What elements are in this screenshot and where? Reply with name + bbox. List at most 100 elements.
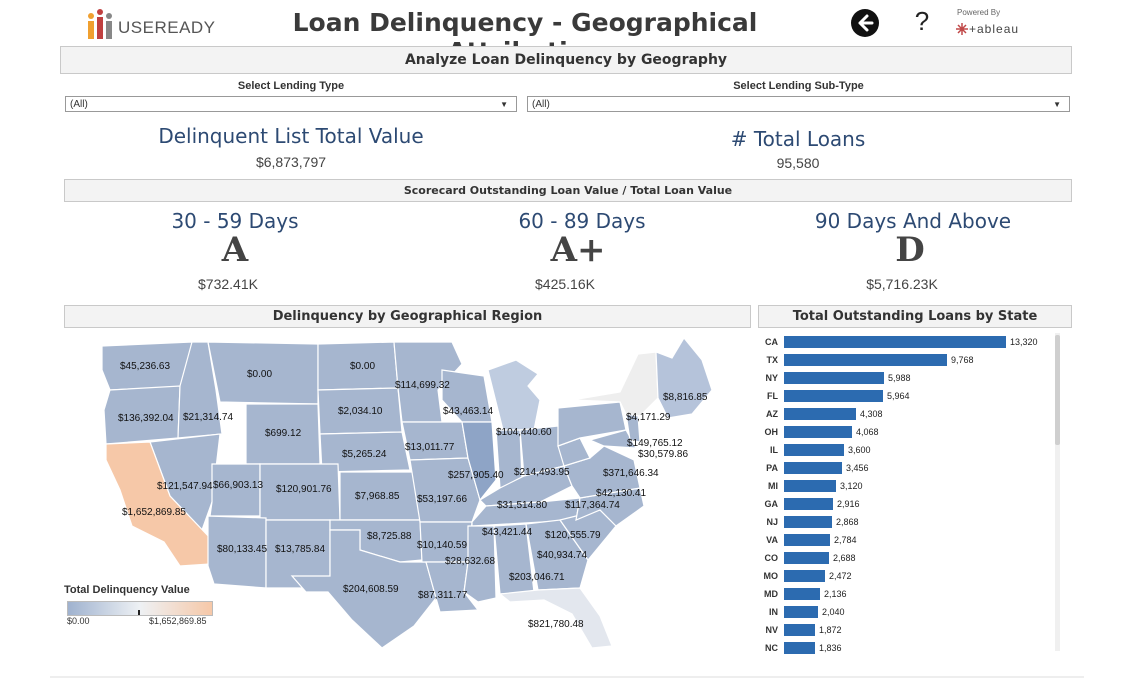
total-loans-title: # Total Loans <box>730 127 866 151</box>
state-bar[interactable] <box>784 444 844 456</box>
state-bar[interactable] <box>784 354 947 366</box>
delinquent-total-value: $6,873,797 <box>255 154 327 170</box>
map-label: $8,816.85 <box>663 392 708 403</box>
state-bar[interactable] <box>784 480 836 492</box>
map-label: $204,608.59 <box>343 584 399 595</box>
dropdown-arrow-icon: ▼ <box>1053 100 1061 109</box>
state-ca[interactable] <box>105 441 213 567</box>
state-value-label: 3,600 <box>848 445 871 455</box>
state-bar[interactable] <box>784 642 815 654</box>
state-bar[interactable] <box>784 570 825 582</box>
state-new-england[interactable] <box>655 336 713 419</box>
state-mn[interactable] <box>393 341 463 423</box>
bucket-60-89-label: 60 - 89 Days <box>518 209 646 233</box>
help-button[interactable]: ? <box>914 6 930 36</box>
state-abbr-label: CO <box>764 553 779 563</box>
back-button[interactable] <box>851 9 879 37</box>
state-bar[interactable] <box>784 336 1006 348</box>
legend-marker <box>138 610 140 615</box>
state-bar[interactable] <box>784 516 832 528</box>
state-ia[interactable] <box>401 421 469 461</box>
powered-by-tableau: Powered By +ableau <box>955 8 1035 42</box>
lending-type-label: Select Lending Type <box>237 80 345 92</box>
state-value-label: 5,988 <box>888 373 911 383</box>
map-label: $45,236.63 <box>120 361 170 372</box>
map-label: $0.00 <box>350 361 375 372</box>
state-or[interactable] <box>103 385 181 445</box>
legend-max-label: $1,652,869.85 <box>149 616 207 626</box>
state-abbr-label: MO <box>763 571 779 581</box>
state-value-label: 2,040 <box>822 607 845 617</box>
state-bar[interactable] <box>784 534 830 546</box>
state-value-label: 9,768 <box>951 355 974 365</box>
bucket-30-59-grade: A <box>221 230 249 270</box>
state-ne[interactable] <box>319 431 411 473</box>
map-label: $699.12 <box>265 428 302 439</box>
map-label: $40,934.74 <box>537 550 587 561</box>
state-md[interactable] <box>588 429 638 449</box>
us-choropleth-map[interactable]: $45,236.63 $0.00 $0.00 $114,699.32 $8,81… <box>60 330 750 652</box>
map-label: $114,699.32 <box>395 380 450 391</box>
state-abbr-label: MI <box>768 481 778 491</box>
state-bar[interactable] <box>784 462 842 474</box>
state-abbr-label: VA <box>766 535 778 545</box>
bucket-90-plus-grade: D <box>895 230 925 270</box>
state-az[interactable] <box>207 515 267 589</box>
lending-type-value: (All) <box>70 99 88 110</box>
state-ut[interactable] <box>209 463 261 517</box>
map-label: $66,903.13 <box>213 480 263 491</box>
map-label: $10,140.59 <box>417 540 467 551</box>
state-bar[interactable] <box>784 372 884 384</box>
state-value-label: 3,120 <box>840 481 863 491</box>
state-value-label: 5,964 <box>887 391 910 401</box>
state-value-label: 3,456 <box>846 463 869 473</box>
legend-min-label: $0.00 <box>67 616 90 626</box>
state-mi[interactable] <box>487 359 541 435</box>
tableau-wordmark: +ableau <box>969 22 1020 36</box>
state-bar[interactable] <box>784 606 818 618</box>
state-abbr-label: NC <box>765 643 778 653</box>
lending-subtype-label: Select Lending Sub-Type <box>733 80 864 92</box>
map-label: $8,725.88 <box>367 531 412 542</box>
state-bar[interactable] <box>784 408 856 420</box>
map-label: $5,265.24 <box>342 449 387 460</box>
map-label: $7,968.85 <box>355 491 400 502</box>
state-bar[interactable] <box>784 624 815 636</box>
delinquent-total-title: Delinquent List Total Value <box>158 124 424 148</box>
state-abbr-label: OH <box>764 427 779 437</box>
lending-subtype-select[interactable]: (All) ▼ <box>527 96 1070 112</box>
state-bar[interactable] <box>784 552 829 564</box>
state-bar[interactable] <box>784 426 852 438</box>
state-fl[interactable] <box>498 587 613 649</box>
state-value-label: 2,688 <box>833 553 856 563</box>
state-tx[interactable] <box>290 529 437 649</box>
logo-icon <box>88 9 112 39</box>
map-label: $4,171.29 <box>626 412 671 423</box>
state-ga[interactable] <box>525 519 589 591</box>
state-bar[interactable] <box>784 390 883 402</box>
map-label: $120,555.79 <box>545 530 601 541</box>
state-value-label: 2,916 <box>837 499 860 509</box>
map-label: $80,133.45 <box>217 544 267 555</box>
map-label: $149,765.12 <box>627 438 683 449</box>
map-label: $13,011.77 <box>405 442 455 453</box>
state-abbr-label: TX <box>766 355 778 365</box>
lending-type-select[interactable]: (All) ▼ <box>65 96 517 112</box>
bucket-90-plus-label: 90 Days And Above <box>814 209 1012 233</box>
chart-scrollbar-thumb[interactable] <box>1055 335 1060 445</box>
state-value-label: 2,784 <box>834 535 857 545</box>
state-il[interactable] <box>461 421 497 502</box>
bucket-90-plus-value: $5,716.23K <box>866 276 938 292</box>
state-value-label: 4,308 <box>860 409 883 419</box>
state-bar[interactable] <box>784 498 833 510</box>
footer-divider <box>50 676 1084 678</box>
chart-scrollbar-track[interactable] <box>1055 333 1060 651</box>
bucket-30-59-value: $732.41K <box>198 276 258 292</box>
state-mo[interactable] <box>409 457 481 523</box>
state-value-label: 2,868 <box>836 517 859 527</box>
state-bar[interactable] <box>784 588 820 600</box>
state-va[interactable] <box>563 445 641 499</box>
state-abbr-label: AZ <box>766 409 778 419</box>
state-abbr-label: NV <box>765 625 778 635</box>
scorecard-title: Scorecard Outstanding Loan Value / Total… <box>64 179 1072 202</box>
